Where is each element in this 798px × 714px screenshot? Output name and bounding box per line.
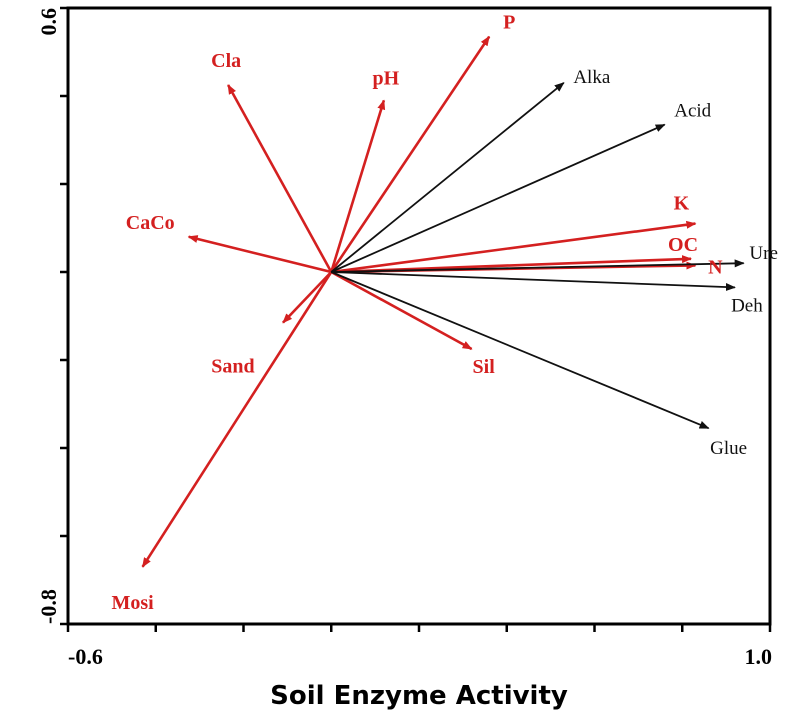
label-k: K [674,193,690,215]
label-ure: Ure [749,243,777,264]
vector-ure [331,259,745,273]
vector-k [331,220,697,274]
axis-ticks [60,6,772,632]
label-mosi: Mosi [111,592,154,614]
label-oc: OC [668,234,698,256]
y-tick-top: 0.6 [36,8,61,36]
label-alka: Alka [573,67,611,88]
label-cla: Cla [211,50,241,72]
y-tick-bottom: -0.8 [36,589,61,624]
x-tick-left: -0.6 [68,644,103,669]
vector-cla [227,84,333,273]
label-acid: Acid [674,101,711,122]
vector-sand [282,271,333,324]
x-tick-right: 1.0 [745,644,773,669]
x-axis-label: Soil Enzyme Activity [270,681,568,711]
label-glue: Glue [710,438,747,459]
vector-p [330,35,491,273]
vector-glue [330,271,710,430]
plot-frame [66,6,772,626]
vector-caco [187,235,332,274]
vector-sil [330,270,473,351]
label-n: N [708,256,723,278]
vector-acid [330,123,666,273]
vector-deh [331,271,736,292]
vector-ph [330,99,386,273]
label-deh: Deh [731,295,763,316]
label-sil: Sil [473,356,496,378]
label-layer: Cla pH P CaCo K OC N Sand Sil Mosi Alka Acid Ure Deh G… [111,12,777,614]
vector-alka [330,82,565,273]
label-p: P [503,12,515,34]
vector-layer [141,35,745,568]
label-caco: CaCo [126,212,175,234]
label-ph: pH [373,67,400,89]
vector-mosi [141,271,333,568]
label-sand: Sand [211,356,254,378]
